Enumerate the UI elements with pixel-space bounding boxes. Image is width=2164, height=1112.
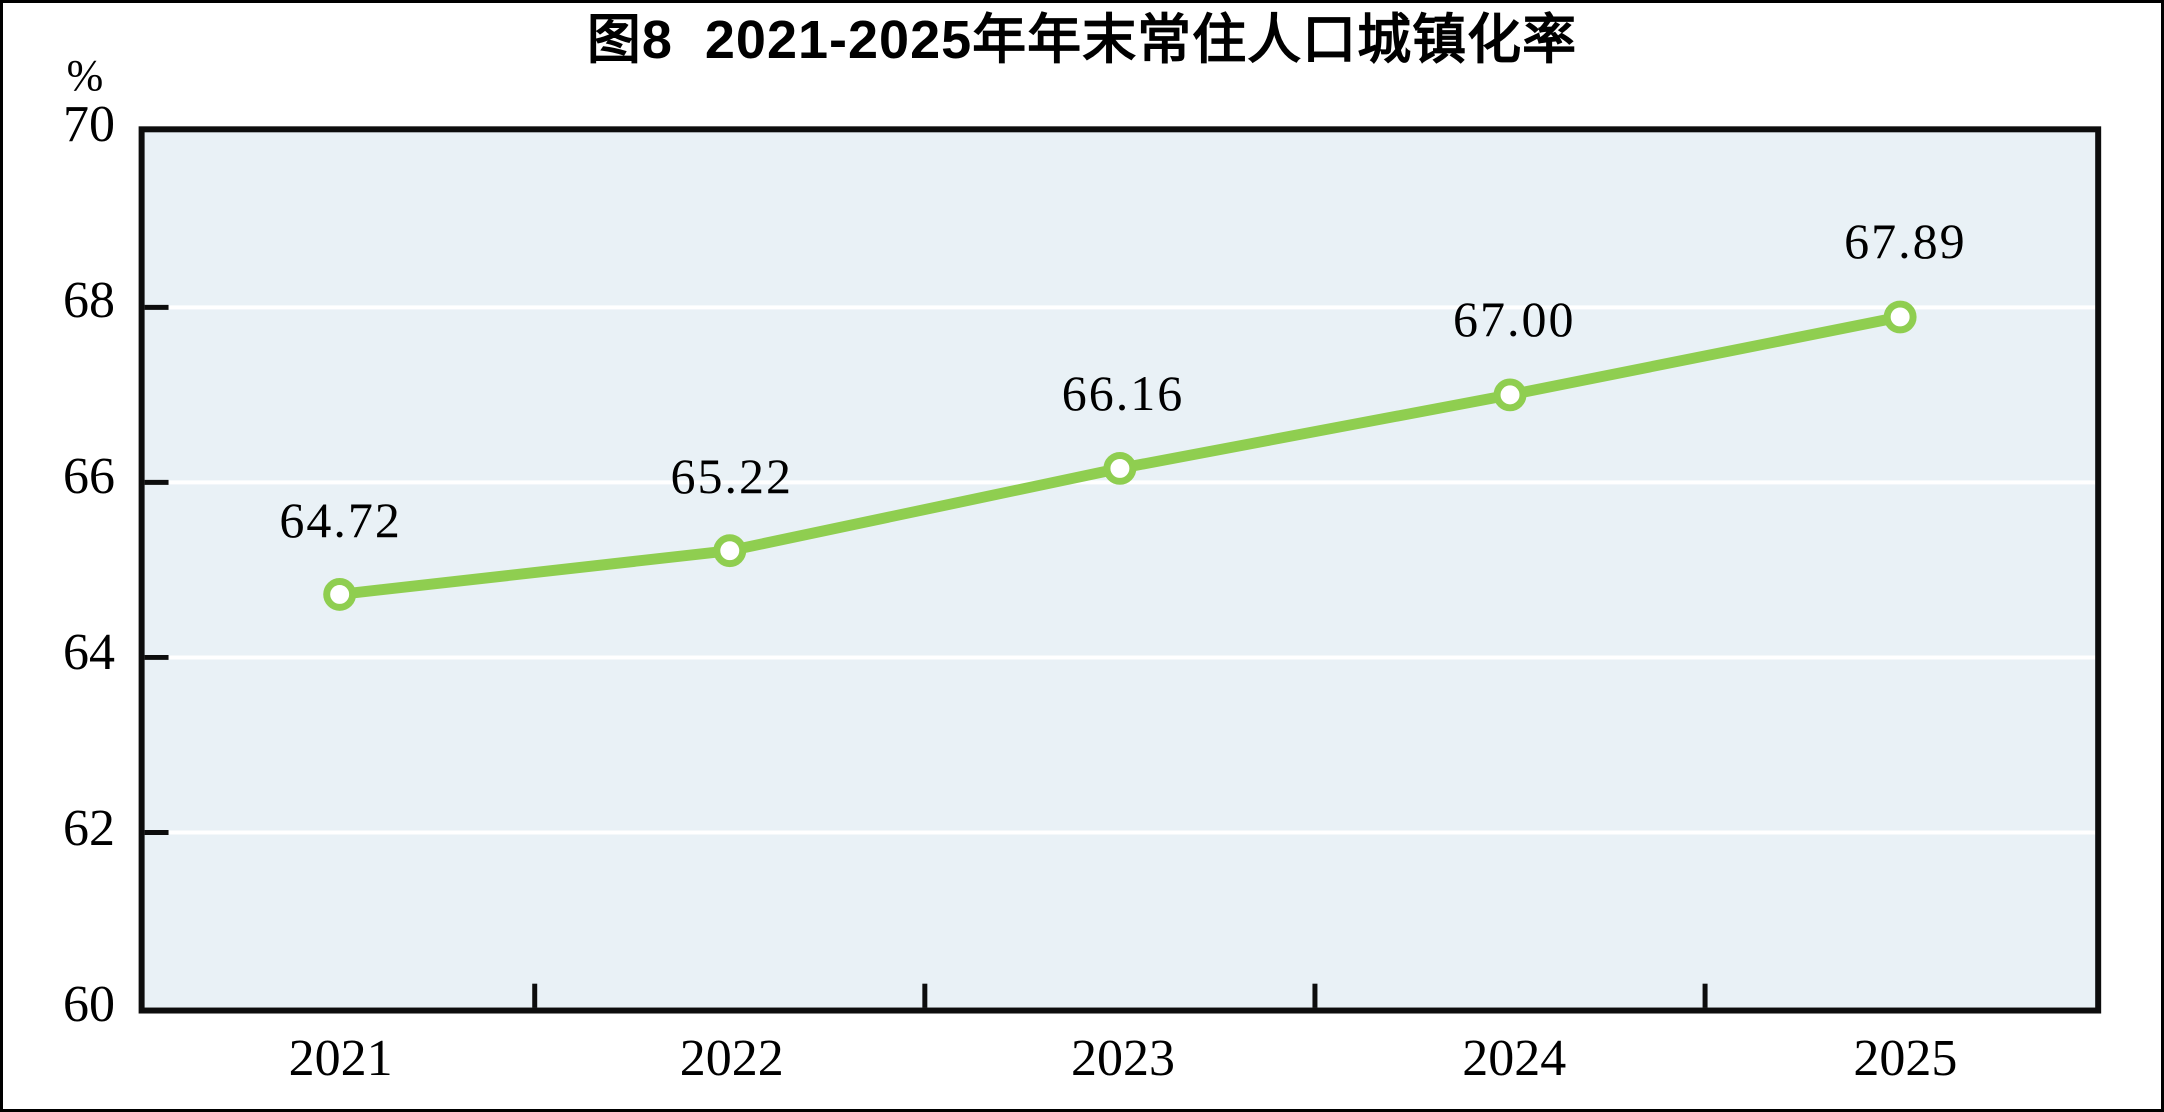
data-point-marker-2021 (323, 578, 357, 611)
data-point-marker-2023 (1103, 451, 1137, 485)
data-point-marker-2024 (1493, 378, 1527, 412)
chart-title: 图8 2021-2025年年末常住人口城镇化率 (586, 10, 1578, 70)
x-axis-tick-label-2022: 2022 (679, 1030, 784, 1087)
data-point-label-2022: 65.22 (670, 447, 794, 504)
y-axis-tick-label-68: 68 (63, 272, 115, 329)
data-point-label-2023: 66.16 (1061, 364, 1185, 421)
line-chart-plot (138, 126, 2102, 1014)
data-point-label-2021: 64.72 (279, 491, 402, 548)
x-axis-tick-label-2025: 2025 (1853, 1030, 1958, 1087)
y-axis-tick-label-64: 64 (63, 624, 115, 681)
data-point-marker-2022 (713, 534, 747, 568)
x-axis-tick-label-2021: 2021 (288, 1030, 393, 1087)
x-axis-tick-label-2024: 2024 (1462, 1030, 1567, 1087)
y-axis-tick-label-66: 66 (63, 448, 115, 505)
y-axis-tick-label-70: 70 (63, 96, 115, 153)
y-axis-tick-label-62: 62 (63, 800, 115, 857)
y-axis-unit-label: % (66, 51, 104, 100)
y-axis-tick-label-60: 60 (63, 976, 115, 1033)
plot-frame (138, 126, 2102, 1014)
data-point-label-2024: 67.00 (1452, 291, 1576, 347)
data-point-label-2025: 67.89 (1844, 212, 1967, 269)
data-point-marker-2025 (1883, 300, 1917, 334)
plot-background (141, 129, 2099, 1011)
x-axis-tick-label-2023: 2023 (1071, 1030, 1175, 1087)
